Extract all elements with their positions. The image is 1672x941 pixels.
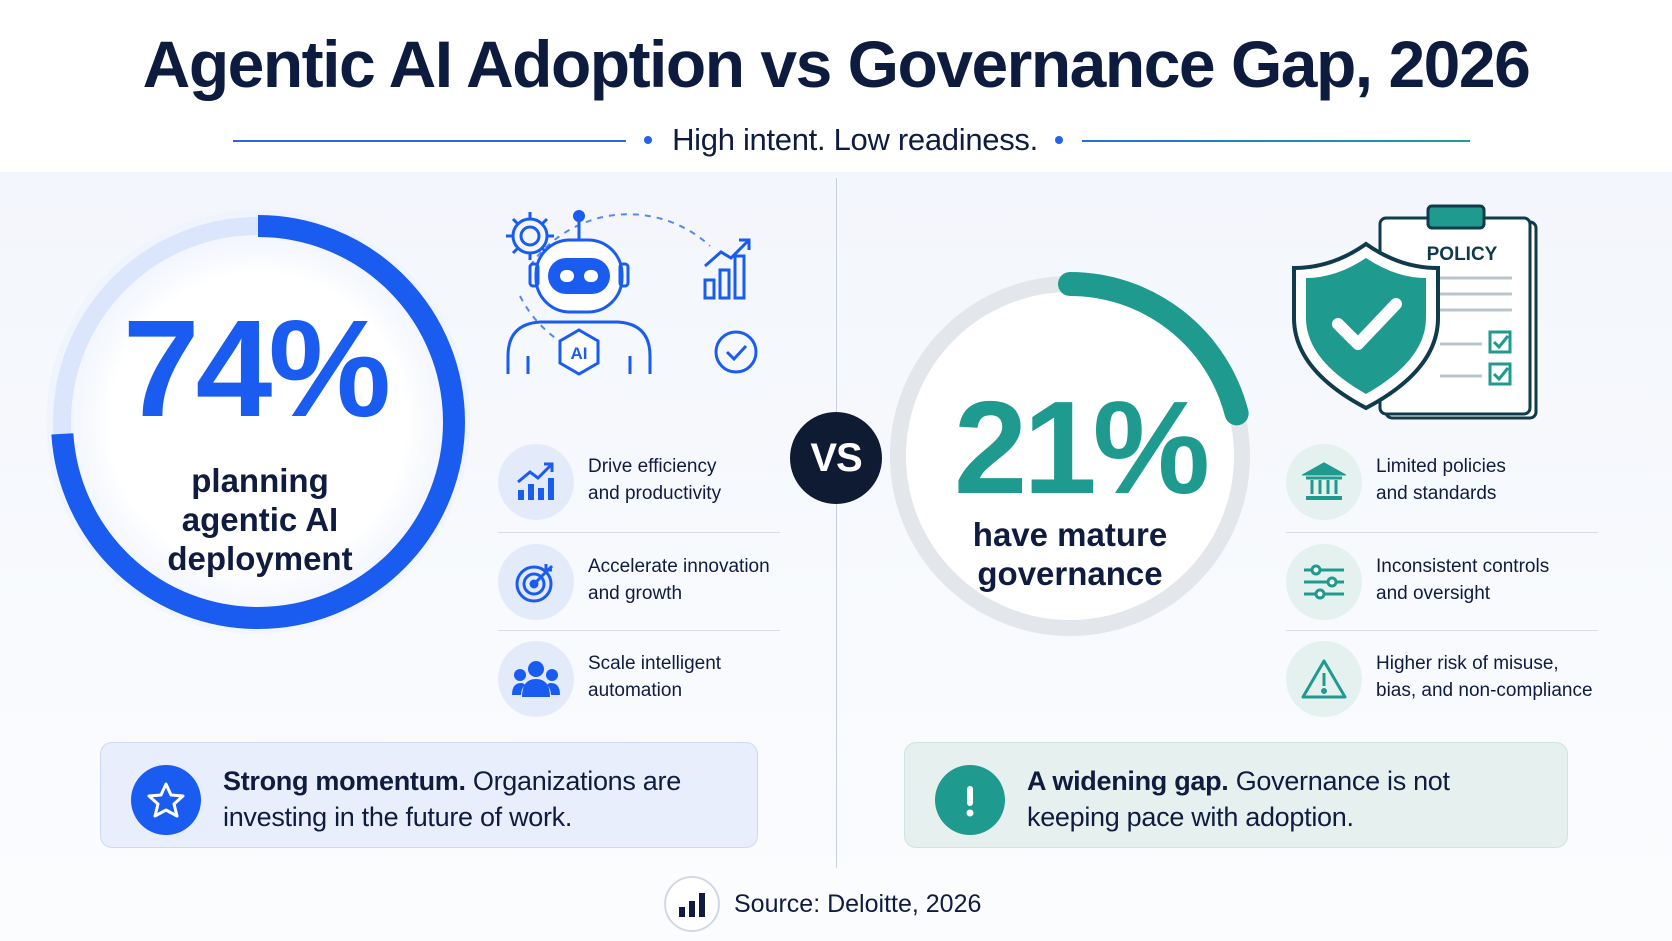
adoption-feature: Drive efficiency and productivity	[498, 430, 780, 526]
adoption-percent: 74%	[122, 292, 391, 446]
robot-illustration: AI	[500, 206, 770, 402]
feature-line: Accelerate innovation	[588, 556, 770, 577]
feature-line: and growth	[588, 582, 683, 604]
adoption-label-line: planning	[191, 462, 329, 499]
star-icon	[131, 765, 201, 835]
adoption-label-line: agentic AI	[181, 500, 339, 538]
callout-text: Governance is not	[1228, 766, 1450, 796]
page-title: Agentic AI Adoption vs Governance Gap, 2…	[142, 27, 1531, 101]
governance-label-line: governance	[977, 554, 1163, 592]
adoption-feature: Scale intelligent automation	[498, 627, 780, 723]
governance-label: have mature governance	[930, 516, 1210, 594]
governance-ring	[880, 256, 1280, 676]
callout-bold: A widening gap.	[1027, 766, 1229, 796]
people-icon	[498, 641, 574, 717]
feature-line: and productivity	[588, 482, 722, 504]
feature-separator	[1286, 532, 1598, 533]
callout-text: investing in the future of work.	[223, 802, 573, 833]
callout-bold: Strong momentum.	[223, 766, 466, 796]
governance-progress-arc	[886, 272, 1254, 640]
feature-separator	[498, 630, 780, 631]
governance-feature: Higher risk of misuse, bias, and non-com…	[1286, 627, 1616, 723]
exclamation-icon	[935, 765, 1005, 835]
source-note: Source: Deloitte, 2026	[664, 876, 981, 932]
subtitle-dot-left	[644, 136, 652, 144]
robot-icon	[506, 210, 652, 376]
subtitle-rule-right	[1082, 140, 1470, 142]
target-icon	[498, 544, 574, 620]
feature-line: Limited policies	[1376, 456, 1506, 477]
center-divider	[836, 178, 837, 868]
feature-separator	[1286, 630, 1598, 631]
feature-line: Inconsistent controls	[1376, 556, 1550, 577]
governance-feature: Limited policies and standards	[1286, 430, 1616, 526]
bank-icon	[1286, 444, 1362, 520]
subtitle-rule-left	[233, 140, 626, 142]
vs-badge: VS	[790, 412, 882, 504]
callout-text: Organizations are	[465, 766, 681, 796]
adoption-feature: Accelerate innovation and growth	[498, 530, 780, 626]
feature-line: automation	[588, 679, 683, 701]
feature-line: bias, and non-compliance	[1376, 679, 1593, 701]
feature-line: and oversight	[1376, 582, 1491, 604]
adoption-callout: Strong momentum. Organizations are inves…	[100, 742, 758, 848]
source-text: Source: Deloitte, 2026	[734, 889, 982, 918]
shield-check-icon	[1292, 241, 1440, 411]
bar-chart-up-icon	[703, 238, 751, 300]
warning-icon	[1286, 641, 1362, 717]
sliders-icon	[1286, 544, 1362, 620]
robot-chest-label: AI	[571, 344, 588, 363]
adoption-label: planning agentic AI deployment	[110, 462, 410, 579]
chart-growth-icon	[498, 444, 574, 520]
adoption-progress-arc	[51, 215, 465, 629]
feature-separator	[498, 532, 780, 533]
policy-label: POLICY	[1427, 244, 1498, 265]
subtitle-dot-right	[1055, 136, 1063, 144]
callout-text: keeping pace with adoption.	[1027, 802, 1354, 833]
governance-callout: A widening gap. Governance is not keepin…	[904, 742, 1568, 848]
governance-percent: 21%	[953, 374, 1210, 521]
bar-chart-icon	[664, 876, 720, 932]
feature-line: and standards	[1376, 482, 1497, 504]
feature-line: Drive efficiency	[588, 456, 717, 477]
check-circle-icon	[714, 330, 758, 374]
adoption-label-line: deployment	[167, 539, 353, 577]
adoption-ring	[38, 200, 478, 680]
governance-feature: Inconsistent controls and oversight	[1286, 530, 1616, 626]
governance-label-line: have mature	[972, 516, 1168, 553]
subtitle-row: High intent. Low readiness.	[0, 118, 1672, 162]
page-subtitle: High intent. Low readiness.	[672, 122, 1038, 157]
feature-line: Scale intelligent	[588, 653, 722, 674]
policy-illustration: POLICY	[1290, 200, 1550, 422]
feature-line: Higher risk of misuse,	[1376, 653, 1559, 674]
